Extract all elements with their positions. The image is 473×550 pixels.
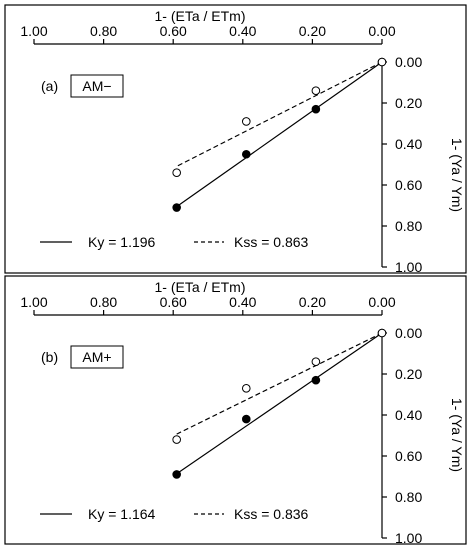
x-tick-label: 1.00 — [20, 294, 47, 310]
legend-ky: Ky = 1.164 — [88, 506, 156, 522]
x-tick-label: 0.40 — [229, 23, 256, 39]
x-tick-label: 0.40 — [229, 294, 256, 310]
plot-area — [172, 57, 387, 212]
x-tick-label: 0.80 — [90, 294, 117, 310]
y-tick-label: 0.40 — [395, 407, 422, 423]
treatment-label: AM− — [82, 78, 111, 94]
panel-label: (a) — [41, 78, 58, 94]
y-axis-title: 1- (Ya / Ym) — [449, 138, 465, 212]
x-tick-label: 1.00 — [20, 23, 47, 39]
kss-data-point — [241, 384, 251, 393]
legend-kss: Kss = 0.836 — [234, 506, 309, 522]
kss-data-point — [172, 435, 181, 444]
x-tick-label: 0.00 — [368, 294, 395, 310]
kss-data-point — [377, 328, 387, 338]
kss-fit-line — [176, 332, 383, 435]
y-tick-label: 0.60 — [395, 448, 422, 464]
chart-panel-a: 1- (ETa / ETm) 1.00 0.80 0.60 0.40 0.20 0.00 … — [4, 4, 467, 275]
y-tick-label: 0.80 — [395, 489, 422, 505]
x-axis-title: 1- (ETa / ETm) — [154, 8, 245, 24]
ky-fit-line — [176, 332, 383, 475]
treatment-label-box — [70, 74, 124, 98]
y-tick-label: 0.40 — [395, 136, 422, 152]
x-axis: 1.00 0.80 0.60 0.40 0.20 0.00 — [20, 294, 396, 316]
kss-fit-line — [176, 61, 383, 167]
x-tick-label: 0.20 — [299, 294, 326, 310]
panel-frame — [4, 275, 467, 545]
legend-kss: Kss = 0.863 — [234, 234, 309, 250]
ky-data-point — [241, 414, 251, 424]
y-axis: 0.00 0.20 0.40 0.60 0.80 1.00 — [381, 54, 422, 275]
ky-data-point — [241, 149, 251, 159]
kss-data-point — [377, 57, 387, 67]
y-tick-label: 1.00 — [395, 259, 422, 275]
x-tick-label: 0.00 — [368, 23, 395, 39]
legend-ky: Ky = 1.196 — [88, 234, 156, 250]
ky-data-point — [172, 203, 181, 212]
treatment-label-box — [70, 345, 124, 369]
y-tick-label: 0.80 — [395, 218, 422, 234]
treatment-label: AM+ — [82, 349, 111, 365]
kss-data-point — [311, 357, 321, 367]
y-tick-label: 0.60 — [395, 177, 422, 193]
y-tick-label: 0.00 — [395, 325, 422, 341]
ky-fit-line — [176, 61, 383, 208]
x-axis-title: 1- (ETa / ETm) — [154, 279, 245, 295]
x-axis: 1.00 0.80 0.60 0.40 0.20 0.00 — [20, 23, 396, 45]
kss-data-point — [311, 86, 321, 95]
ky-data-point — [311, 375, 321, 385]
chart-panel-b: 1- (ETa / ETm) 1.00 0.80 0.60 0.40 0.20 0.00 … — [4, 275, 467, 546]
y-tick-label: 0.20 — [395, 366, 422, 382]
y-tick-label: 0.20 — [395, 95, 422, 111]
y-tick-label: 1.00 — [395, 530, 422, 546]
ky-data-point — [311, 104, 321, 114]
x-tick-label: 0.60 — [160, 294, 187, 310]
x-tick-label: 0.20 — [299, 23, 326, 39]
kss-data-point — [241, 117, 251, 126]
panel-label: (b) — [41, 349, 58, 365]
x-tick-label: 0.80 — [90, 23, 117, 39]
y-axis-title: 1- (Ya / Ym) — [449, 398, 465, 472]
kss-data-point — [172, 168, 181, 177]
plot-area — [172, 328, 387, 479]
y-tick-label: 0.00 — [395, 54, 422, 70]
panel-frame — [4, 4, 467, 274]
ky-data-point — [172, 470, 181, 479]
x-tick-label: 0.60 — [160, 23, 187, 39]
y-axis: 0.00 0.20 0.40 0.60 0.80 1.00 — [381, 325, 422, 546]
